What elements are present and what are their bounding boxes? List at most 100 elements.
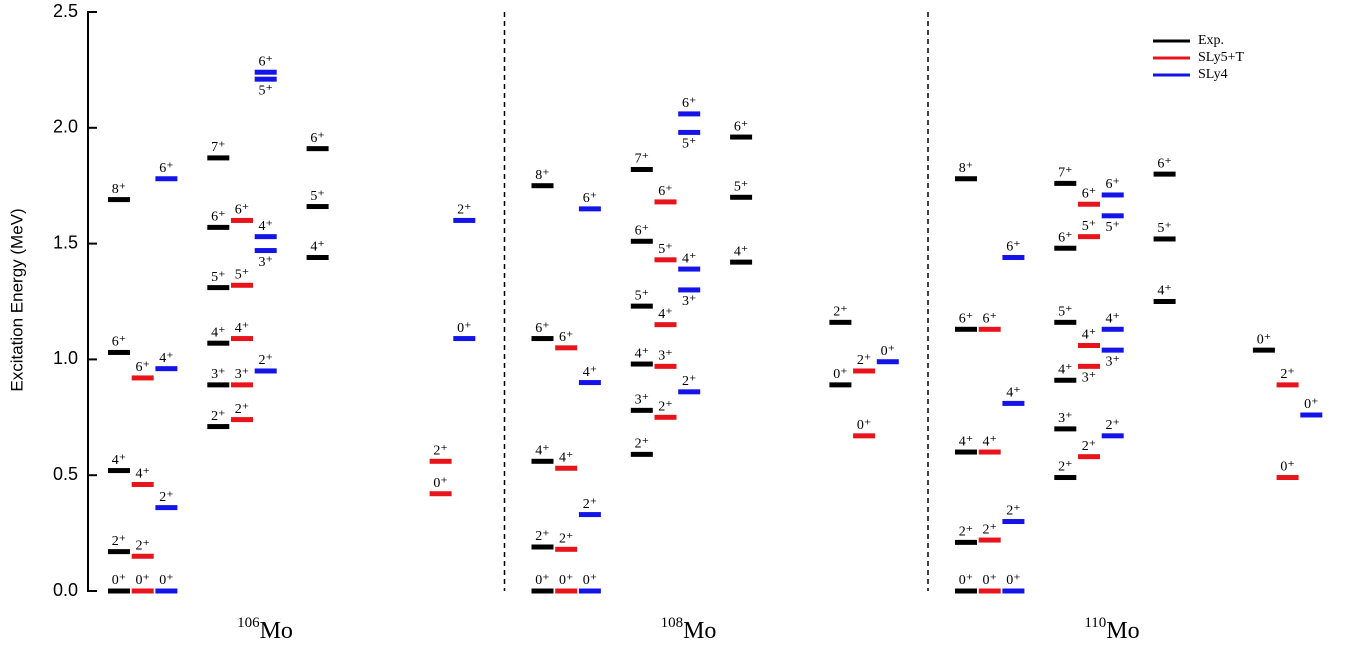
level xyxy=(730,194,753,200)
level xyxy=(678,111,701,117)
level-label: 6⁺ xyxy=(635,224,649,239)
level-label: 4⁺ xyxy=(112,453,126,468)
level-label: 6⁺ xyxy=(658,184,672,199)
level-label: 2⁺ xyxy=(559,532,573,547)
level-label: 0⁺ xyxy=(881,344,895,359)
level-label: 6⁺ xyxy=(259,54,273,69)
level-label: 5⁺ xyxy=(682,137,696,152)
level xyxy=(978,449,1001,455)
level xyxy=(1252,347,1275,353)
level-label: 4⁺ xyxy=(1157,284,1171,299)
level xyxy=(254,69,277,75)
y-tick-label: 2.0 xyxy=(53,117,78,137)
level xyxy=(207,382,230,388)
level-label: 3⁺ xyxy=(1058,411,1072,426)
level xyxy=(1101,192,1124,198)
level xyxy=(955,539,977,545)
level-label: 8⁺ xyxy=(535,168,549,183)
level-label: 6⁺ xyxy=(159,161,173,176)
level-label: 4⁺ xyxy=(535,444,549,459)
y-tick-label: 0.0 xyxy=(53,580,78,600)
level-label: 2⁺ xyxy=(833,305,847,320)
level-label: 0⁺ xyxy=(857,418,871,433)
level-label: 2⁺ xyxy=(857,353,871,368)
element-symbol: Mo xyxy=(683,618,716,644)
y-tick-label: 0.5 xyxy=(53,464,78,484)
level-label: 2⁺ xyxy=(136,538,150,553)
level xyxy=(531,588,554,594)
level xyxy=(955,449,977,455)
level xyxy=(306,254,329,260)
level xyxy=(730,134,753,140)
level-label: 4⁺ xyxy=(1082,328,1096,343)
level xyxy=(453,336,476,342)
mass-number: 110 xyxy=(1084,615,1106,631)
level-label: 6⁺ xyxy=(1082,186,1096,201)
level-label: 5⁺ xyxy=(1106,220,1120,235)
level xyxy=(578,206,601,212)
level xyxy=(730,259,753,265)
level-label: 4⁺ xyxy=(259,219,273,234)
level xyxy=(1276,475,1299,481)
level xyxy=(1054,245,1077,251)
level-label: 2⁺ xyxy=(1082,439,1096,454)
level-label: 5⁺ xyxy=(635,288,649,303)
level xyxy=(978,537,1001,543)
level-label: 6⁺ xyxy=(559,330,573,345)
level-label: 6⁺ xyxy=(112,335,126,350)
level-label: 4⁺ xyxy=(983,434,997,449)
level-label: 4⁺ xyxy=(682,251,696,266)
level xyxy=(1101,326,1124,332)
level xyxy=(630,166,653,172)
level-label: 2⁺ xyxy=(433,444,447,459)
level-label: 6⁺ xyxy=(734,119,748,134)
level xyxy=(654,363,677,369)
level xyxy=(1153,236,1176,242)
level-label: 2⁺ xyxy=(635,437,649,452)
level-label: 8⁺ xyxy=(959,161,973,176)
level-label: 2⁺ xyxy=(583,497,597,512)
level-label: 0⁺ xyxy=(433,476,447,491)
level-label: 4⁺ xyxy=(1006,386,1020,401)
nucleus-label: 108Mo xyxy=(661,615,717,643)
level-label: 0⁺ xyxy=(1006,573,1020,588)
level xyxy=(131,553,154,559)
level-label: 2⁺ xyxy=(1280,367,1294,382)
level-label: 0⁺ xyxy=(1304,397,1318,412)
level xyxy=(207,340,230,346)
level-label: 4⁺ xyxy=(159,351,173,366)
level xyxy=(1101,213,1124,219)
level xyxy=(555,345,578,351)
level-label: 5⁺ xyxy=(1157,221,1171,236)
y-tick-label: 2.5 xyxy=(53,1,78,21)
level-label: 6⁺ xyxy=(310,131,324,146)
level xyxy=(978,326,1001,332)
level-label: 4⁺ xyxy=(1106,312,1120,327)
level xyxy=(306,146,329,152)
level xyxy=(155,366,178,372)
level-label: 2⁺ xyxy=(658,400,672,415)
mass-number: 106 xyxy=(237,615,260,631)
level xyxy=(1078,363,1100,369)
legend-label: SLy5+T xyxy=(1198,50,1244,65)
level-label: 5⁺ xyxy=(658,242,672,257)
level-label: 4⁺ xyxy=(959,434,973,449)
level-label: 2⁺ xyxy=(1106,418,1120,433)
level-label: 4⁺ xyxy=(1058,362,1072,377)
level xyxy=(678,287,701,293)
level-label: 3⁺ xyxy=(682,294,696,309)
level-label: 5⁺ xyxy=(259,83,273,98)
level xyxy=(306,204,329,210)
level-label: 0⁺ xyxy=(136,573,150,588)
level xyxy=(1002,254,1025,260)
level xyxy=(155,588,178,594)
level-label: 6⁺ xyxy=(211,210,225,225)
level-label: 7⁺ xyxy=(635,152,649,167)
level-label: 0⁺ xyxy=(559,573,573,588)
level xyxy=(207,285,230,291)
level-label: 2⁺ xyxy=(959,525,973,540)
level-label: 6⁺ xyxy=(535,321,549,336)
element-symbol: Mo xyxy=(260,618,293,644)
level-label: 3⁺ xyxy=(1082,371,1096,386)
y-tick-label: 1.5 xyxy=(53,232,78,252)
